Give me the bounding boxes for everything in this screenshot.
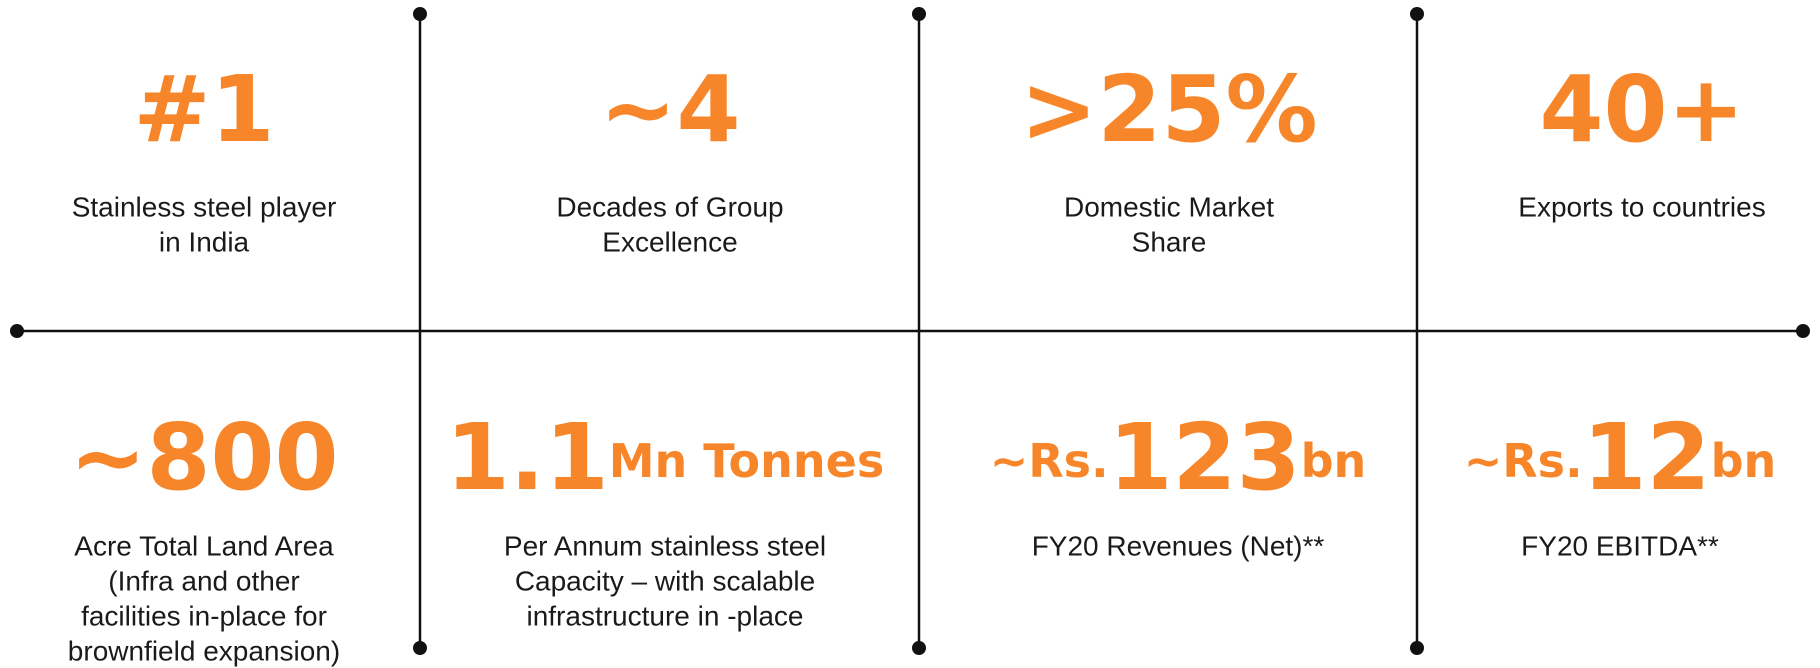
stat-value-part: #1 (133, 56, 274, 163)
stat-description: Excellence (602, 226, 737, 257)
stat-value-part: >25% (1020, 56, 1317, 163)
stat-value: #1 (133, 56, 274, 163)
stat-value-part: ~Rs. (990, 434, 1109, 488)
stat-description: Decades of Group (556, 191, 783, 222)
stat-value: 1.1Mn Tonnes (446, 404, 884, 511)
stat-value-part: 1.1 (446, 404, 609, 511)
divider-dot (1410, 641, 1424, 655)
stat-value-part: ~4 (599, 56, 740, 163)
stat-value: 40+ (1539, 56, 1744, 163)
stat-description: Stainless steel player (72, 191, 337, 222)
divider-dot (413, 641, 427, 655)
stat-value: ~Rs.123bn (990, 404, 1367, 511)
divider-dot (10, 324, 24, 338)
stat-description: brownfield expansion) (68, 635, 340, 666)
stat-description: (Infra and other (108, 565, 299, 596)
divider-dot (1796, 324, 1810, 338)
stat-value: ~Rs.12bn (1464, 404, 1777, 511)
stat-value-part: ~800 (69, 404, 338, 511)
stat-value: >25% (1020, 56, 1317, 163)
stat-value-part: 40+ (1539, 56, 1744, 163)
stat-description: Acre Total Land Area (74, 530, 334, 561)
stat-value-part: Mn Tonnes (609, 434, 884, 488)
stat-description: Exports to countries (1518, 191, 1765, 222)
stat-description: Share (1132, 226, 1207, 257)
stat-description: Capacity – with scalable (515, 565, 815, 596)
divider-dot (413, 7, 427, 21)
stat-description: infrastructure in -place (526, 600, 803, 631)
stat-value-part: bn (1711, 434, 1777, 488)
stat-value-part: bn (1301, 434, 1367, 488)
stat-description: FY20 EBITDA** (1521, 530, 1719, 561)
stat-description: Domestic Market (1064, 191, 1274, 222)
divider-dot (912, 7, 926, 21)
stat-value-part: 123 (1109, 404, 1301, 511)
stat-value-part: 12 (1583, 404, 1711, 511)
divider-dot (1410, 7, 1424, 21)
stat-description: in India (159, 226, 250, 257)
stat-value-part: ~Rs. (1464, 434, 1583, 488)
divider-dot (912, 641, 926, 655)
stat-description: FY20 Revenues (Net)** (1032, 530, 1325, 561)
stat-description: facilities in-place for (81, 600, 327, 631)
stat-value: ~4 (599, 56, 740, 163)
stat-value: ~800 (69, 404, 338, 511)
stat-description: Per Annum stainless steel (504, 530, 826, 561)
